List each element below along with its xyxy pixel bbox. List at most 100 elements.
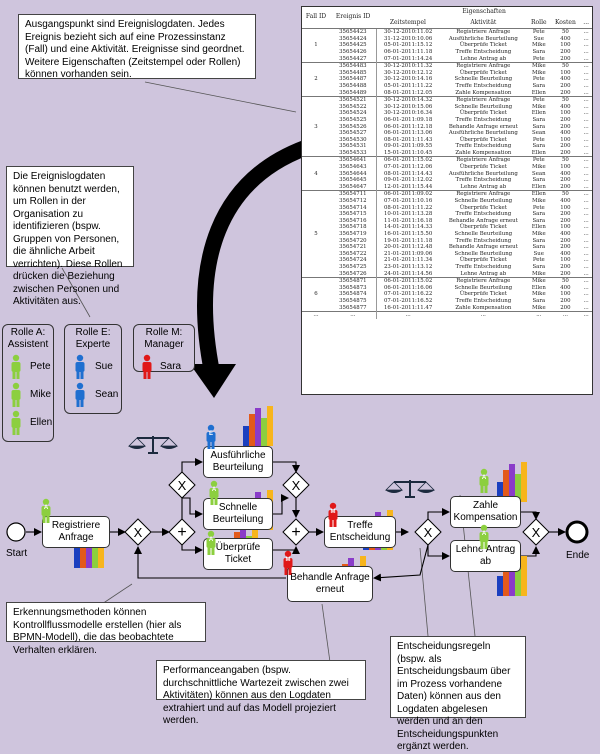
- table-cell: 19-01-2011:11.18: [375, 237, 440, 245]
- table-cell: 05-01-2011:15.12: [375, 42, 440, 49]
- table-cell: 200: [560, 183, 571, 190]
- table-cell: ...: [583, 103, 589, 110]
- table-row: 5 35654711 06-01-2011:09.02 Registriere Anf…: [302, 190, 592, 278]
- table-cell: ...: [583, 48, 589, 55]
- table-cell: 35654487: [339, 76, 367, 83]
- table-cell: ...: [583, 304, 589, 311]
- task-behandle-anfrage-erneut[interactable]: Behandle Anfrage erneut: [287, 566, 373, 602]
- table-cell: 35654424: [339, 35, 367, 42]
- table-row: 35654645 09-01-2011:12.02 Treffe Entscheid…: [302, 177, 592, 184]
- table-cell: Sean: [532, 130, 546, 137]
- col-kosten: Kosten: [554, 18, 576, 26]
- table-cell: 100: [560, 291, 571, 298]
- table-cell: Ellen: [531, 110, 546, 117]
- table-cell: 10-01-2011:13.28: [375, 211, 440, 218]
- table-cell: Sara: [532, 123, 546, 130]
- table-cell: 35654720: [339, 237, 367, 244]
- table-row: 35654530 08-01-2011:11.43 Überprüfe Ticket…: [302, 136, 592, 144]
- table-cell: ...: [580, 311, 592, 319]
- case-id-cell: 5: [302, 190, 330, 278]
- table-cell: ...: [583, 116, 589, 123]
- table-cell: 35654722: [339, 250, 367, 257]
- task-zahle-kompensation[interactable]: Zahle Kompensation: [450, 496, 521, 528]
- table-cell: Ellen: [527, 190, 551, 199]
- table-cell: 35654488: [339, 82, 367, 89]
- table-row: 35654526 06-01-2011:12.18 Behandle Anfrage…: [302, 123, 592, 131]
- table-cell: Registriere Anfrage: [439, 277, 528, 285]
- table-cell: ...: [583, 211, 589, 218]
- table-row: 35654874 07-01-2011:16.22 Überprüfe Ticket…: [302, 291, 592, 298]
- callout-performance: Performanceangaben (bspw. durchschnittli…: [156, 660, 366, 726]
- table-cell: Überprüfe Ticket: [459, 110, 507, 117]
- table-cell: Ellen: [531, 89, 546, 96]
- table-cell: 35654525: [339, 116, 367, 123]
- table-cell: 35654485: [339, 69, 367, 76]
- task-schnelle-beurteilung[interactable]: Schnelle Beurteilung: [203, 498, 273, 530]
- table-cell: 100: [560, 204, 571, 211]
- table-cell: 400: [560, 76, 571, 83]
- table-row: 35654531 09-01-2011:09.55 Treffe Entscheid…: [302, 143, 592, 150]
- table-cell: Sara: [532, 237, 546, 244]
- table-cell: Ellen: [531, 149, 546, 156]
- table-cell: 35654874: [339, 291, 367, 298]
- table-cell: Überprüfe Ticket: [459, 42, 507, 49]
- table-row: 35654719 16-01-2011:15.50 Schnelle Beurtei…: [302, 231, 592, 238]
- role-title: Rolle A: Assistent: [7, 327, 49, 350]
- table-cell: 100: [560, 69, 571, 76]
- badge-letter-registriere: A: [44, 505, 49, 511]
- table-cell: ...: [583, 177, 589, 184]
- table-row: 35654525 06-01-2011:09.18 Treffe Entscheid…: [302, 116, 592, 124]
- table-cell: 400: [560, 35, 571, 42]
- table-cell: 30-12-2010:16.34: [375, 110, 440, 117]
- table-row: 35654426 06-01-2011:11.18 Treffe Entscheid…: [302, 48, 592, 56]
- table-cell: 16-01-2011:15.50: [375, 231, 440, 238]
- table-cell: 05-01-2011:11.22: [375, 82, 440, 90]
- table-cell: Überprüfe Ticket: [459, 257, 507, 264]
- table-cell: Lehne Antrag ab: [460, 270, 507, 277]
- table-cell: 08-01-2011:11.43: [375, 136, 440, 144]
- table-row: 35654873 06-01-2011:16.06 Schnelle Beurtei…: [302, 284, 592, 292]
- table-cell: ...: [583, 123, 589, 130]
- table-row: 35654716 11-01-2011:16.18 Behandle Anfrage…: [302, 217, 592, 225]
- table-cell: 35654719: [339, 231, 367, 237]
- table-cell: 200: [560, 48, 571, 55]
- table-cell: 50: [550, 62, 581, 70]
- table-cell: 35654644: [339, 170, 367, 177]
- task-registriere-anfrage[interactable]: Registriere Anfrage: [42, 516, 110, 548]
- table-cell: ...: [583, 284, 589, 291]
- table-row: 6 35654871 06-01-2011:15.02 Registriere Anf…: [302, 277, 592, 312]
- table-row: 35654533 15-01-2011:10.45 Zahle Kompensati…: [302, 149, 592, 157]
- table-cell: 35654725: [339, 263, 367, 270]
- table-cell: Treffe Entscheidung: [455, 211, 512, 218]
- table-cell: 200: [560, 149, 571, 156]
- table-cell: 50: [550, 28, 581, 36]
- case-id-cell: 3: [302, 96, 330, 157]
- table-cell: ...: [583, 76, 589, 83]
- table-cell: 35654711: [330, 190, 377, 199]
- gateway-xor-1: [124, 518, 152, 546]
- table-cell: 50: [550, 190, 581, 199]
- table-cell: Behandle Anfrage erneut: [448, 244, 518, 251]
- table-cell: 08-01-2011:11.22: [375, 204, 440, 212]
- table-cell: Behandle Anfrage erneut: [448, 217, 518, 224]
- table-row: 35654425 05-01-2011:15.12 Überprüfe Ticket…: [302, 42, 592, 49]
- table-cell: ...: [583, 231, 589, 237]
- table-to-model-arrowhead: [190, 364, 236, 398]
- table-cell: 35654647: [339, 183, 367, 190]
- gateway-xor-5: [522, 518, 550, 546]
- table-cell: 08-01-2011:12.05: [375, 89, 440, 97]
- table-cell: Lehne Antrag ab: [460, 55, 507, 62]
- col-fall-id: Fall ID: [305, 13, 327, 21]
- table-row: 35654427 07-01-2011:14.24 Lehne Antrag ab P…: [302, 55, 592, 63]
- end-event: [565, 520, 589, 544]
- table-cell: 50: [550, 156, 581, 165]
- table-cell: 200: [560, 297, 571, 304]
- table-cell: ...: [580, 156, 592, 165]
- table-cell: ...: [583, 170, 589, 177]
- task-label: Lehne Antrag ab: [455, 544, 516, 567]
- callout-log-pointer: [144, 81, 297, 113]
- table-row: 35654721 20-01-2011:12.48 Behandle Anfrage…: [302, 244, 592, 251]
- task-ausfuehrliche-beurteilung[interactable]: Ausführliche Beurteilung: [203, 446, 273, 478]
- table-cell: Zahle Kompensation: [455, 149, 512, 156]
- table-cell: 30-12-2010:11.32: [375, 62, 440, 70]
